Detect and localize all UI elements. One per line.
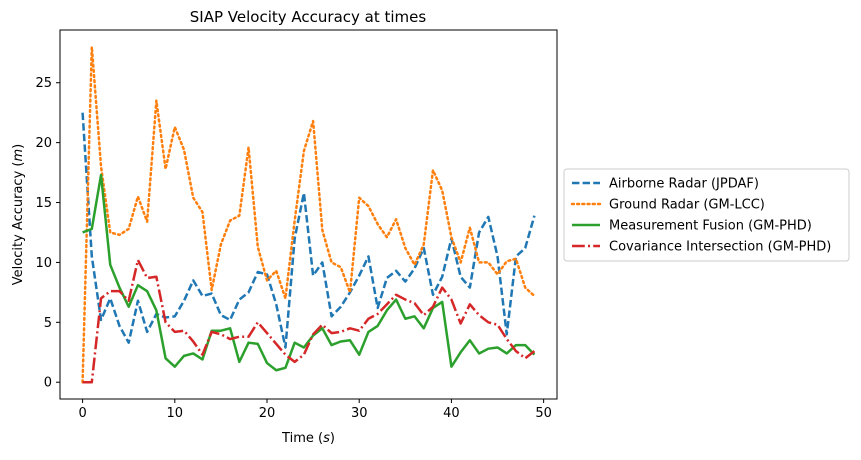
- y-tick-label: 0: [44, 376, 52, 391]
- legend-label-1: Airborne Radar (JPDAF): [609, 177, 759, 192]
- y-tick-label: 5: [44, 316, 52, 331]
- series-line-3: [82, 173, 536, 372]
- legend-label-4: Covariance Intersection (GM-PHD): [609, 240, 831, 255]
- x-axis-label-unit: s: [323, 431, 330, 446]
- series-line-4: [82, 258, 536, 384]
- x-axis-label-close: ): [330, 431, 335, 446]
- legend-label-3: Measurement Fusion (GM-PHD): [609, 219, 812, 234]
- y-tick-label: 20: [35, 136, 52, 151]
- x-axis-label: Time (s): [281, 431, 335, 446]
- plot-frame: [59, 29, 558, 400]
- x-tick-label: 50: [535, 406, 552, 421]
- y-axis-label-unit: m: [11, 149, 26, 162]
- y-tick-label: 10: [35, 256, 52, 271]
- series-line-2: [81, 45, 536, 384]
- x-tick-label: 20: [259, 406, 276, 421]
- y-axis-label-text: Velocity Accuracy (: [11, 162, 26, 286]
- x-axis-label-text: Time (: [281, 431, 323, 446]
- legend-label-2: Ground Radar (GM-LCC): [609, 198, 765, 213]
- x-tick-label: 30: [351, 406, 368, 421]
- y-axis-label: Velocity Accuracy (m): [11, 144, 26, 285]
- y-axis-label-close: ): [11, 144, 26, 149]
- x-tick-label: 0: [78, 406, 86, 421]
- legend-box: [563, 168, 850, 262]
- y-tick-label: 25: [35, 76, 52, 91]
- legend: Airborne Radar (JPDAF) Ground Radar (GM-L…: [563, 168, 850, 262]
- x-tick-label: 40: [443, 406, 460, 421]
- series-layer: [81, 45, 536, 384]
- y-tick-label: 15: [35, 196, 52, 211]
- chart-title: SIAP Velocity Accuracy at times: [190, 8, 427, 26]
- x-tick-label: 10: [167, 406, 184, 421]
